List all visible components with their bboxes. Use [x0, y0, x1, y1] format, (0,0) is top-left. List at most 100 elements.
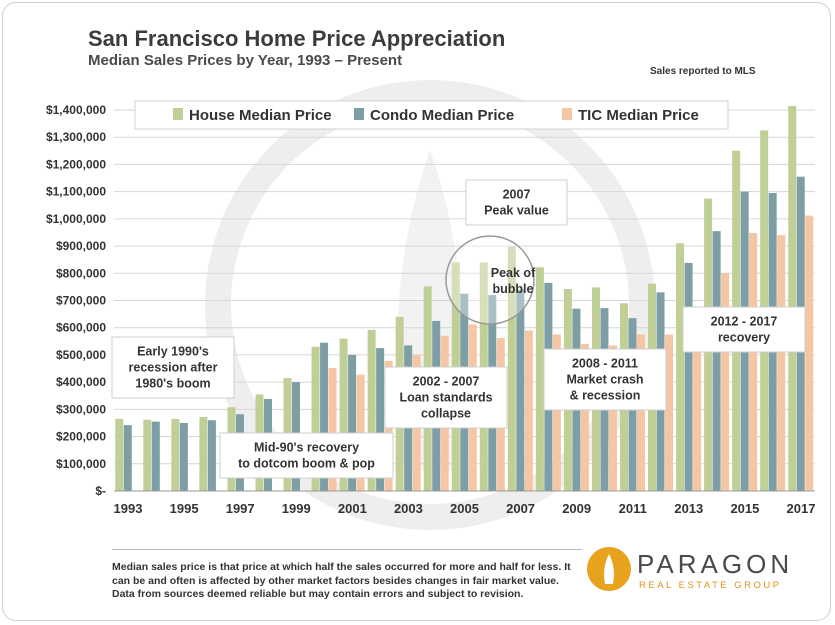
- annotation-text: 2008 - 2011: [572, 357, 638, 371]
- annotation-box: [219, 432, 394, 479]
- x-tick-label: 2005: [450, 501, 479, 516]
- x-tick-label: 1997: [226, 501, 255, 516]
- bar-house-median-price1994: [143, 419, 152, 491]
- logo-tagline: REAL ESTATE GROUP: [639, 580, 782, 591]
- bar-condo-median-price2002: [376, 348, 385, 491]
- annotation-text: 1980's boom: [135, 377, 210, 391]
- x-axis: 1993 1995 1997 1999 2001 2003 2005 2007 2009 2011…: [114, 490, 816, 516]
- x-tick-label: 2011: [619, 501, 647, 516]
- bar-house-median-price1995: [171, 418, 180, 491]
- annotation-text: & recession: [570, 389, 641, 403]
- annotation-bubble: Peak of bubble: [445, 235, 536, 325]
- bar-tic-median-price2016: [777, 235, 786, 491]
- bar-tic-median-price2009: [580, 344, 589, 491]
- bar-house-median-price2013: [676, 243, 685, 491]
- annotation-peak2007: 2007 Peak value: [465, 179, 568, 226]
- bar-condo-median-price1993: [123, 425, 132, 491]
- bar-tic-median-price2012: [665, 334, 674, 491]
- bar-condo-median-price1994: [151, 421, 160, 491]
- annotation-early90s: Early 1990's recession after 1980's boom: [111, 336, 235, 399]
- y-axis: $- $100,000 $200,000 $300,000 $400,000 $500,0…: [46, 103, 106, 498]
- annotation-box: [111, 336, 235, 399]
- annotation-text: Mid-90's recovery: [254, 441, 359, 455]
- legend-swatch: [354, 108, 364, 120]
- footer-divider: [112, 549, 582, 550]
- x-tick-label: 2017: [787, 501, 816, 516]
- x-tick-label: 2009: [562, 501, 591, 516]
- annotation-box: [682, 306, 806, 353]
- y-tick-label: $1,400,000: [46, 103, 106, 117]
- annotation-box: [465, 179, 568, 226]
- y-tick-label: $400,000: [56, 375, 106, 389]
- annotation-text: bubble: [493, 282, 534, 296]
- legend-label: House Median Price: [189, 107, 332, 124]
- annotation-loan: 2002 - 2007 Loan standards collapse: [384, 366, 508, 429]
- bar-tic-median-price2010: [608, 345, 617, 491]
- bar-house-median-price1996: [199, 416, 208, 491]
- y-tick-label: $700,000: [56, 294, 106, 308]
- annotation-mid90s: Mid-90's recovery to dotcom boom & pop: [219, 432, 394, 479]
- bar-tic-median-price2014: [721, 273, 730, 491]
- source-note: Sales reported to MLS: [650, 66, 756, 77]
- legend-label: Condo Median Price: [370, 107, 514, 124]
- x-tick-label: 2013: [674, 501, 703, 516]
- y-tick-label: $800,000: [56, 266, 106, 280]
- y-tick-label: $600,000: [56, 321, 106, 335]
- y-tick-label: $1,000,000: [46, 212, 106, 226]
- bar-tic-median-price2008: [552, 334, 561, 491]
- annotations: Early 1990's recession after 1980's boom Mi…: [111, 179, 806, 479]
- bar-tic-median-price2000: [328, 367, 337, 491]
- annotation-text: collapse: [421, 407, 471, 421]
- bar-condo-median-price2000: [320, 342, 329, 491]
- x-tick-label: 1993: [114, 501, 143, 516]
- bar-condo-median-price1995: [179, 422, 188, 491]
- legend-swatch: [562, 108, 572, 120]
- bar-condo-median-price2014: [712, 231, 721, 491]
- bar-tic-median-price2007: [524, 330, 533, 491]
- y-tick-label: $200,000: [56, 430, 106, 444]
- y-tick-label: $300,000: [56, 402, 106, 416]
- bar-house-median-price2001: [339, 338, 348, 491]
- annotation-box: [384, 366, 508, 429]
- y-tick-label: $-: [95, 484, 106, 498]
- chart-subtitle: Median Sales Prices by Year, 1993 – Pres…: [88, 52, 403, 69]
- annotation-text: recession after: [129, 361, 218, 375]
- annotation-recovery: 2012 - 2017 recovery: [682, 306, 806, 353]
- x-tick-label: 2015: [730, 501, 759, 516]
- y-tick-label: $1,100,000: [46, 185, 106, 199]
- bar-condo-median-price2001: [348, 354, 357, 491]
- bar-house-median-price2017: [788, 105, 797, 492]
- logo-name: PARAGON: [637, 549, 794, 579]
- x-tick-label: 2001: [338, 501, 367, 516]
- annotation-box: [543, 348, 667, 411]
- annotation-text: 2012 - 2017: [711, 315, 778, 329]
- x-tick-label: 1999: [282, 501, 311, 516]
- bar-tic-median-price2015: [749, 233, 758, 491]
- annotation-text: Peak value: [484, 204, 549, 218]
- watermark-ring: [205, 80, 655, 530]
- annotation-text: to dotcom boom & pop: [238, 457, 375, 471]
- bar-tic-median-price2017: [805, 215, 814, 491]
- bar-house-median-price2008: [535, 267, 544, 491]
- bar-condo-median-price2007: [516, 289, 525, 491]
- bar-condo-median-price1996: [207, 420, 216, 491]
- bar-tic-median-price2013: [693, 310, 702, 491]
- bar-house-median-price2007: [507, 246, 516, 491]
- legend-label: TIC Median Price: [578, 107, 699, 124]
- y-tick-label: $1,200,000: [46, 157, 106, 171]
- bar-tic-median-price2011: [636, 334, 645, 491]
- bar-house-median-price2002: [367, 329, 376, 491]
- annotation-text: 2002 - 2007: [413, 375, 480, 389]
- annotation-text: Market crash: [566, 373, 643, 387]
- bar-house-median-price1993: [115, 418, 124, 491]
- annotation-text: Peak of: [491, 266, 536, 280]
- y-tick-label: $500,000: [56, 348, 106, 362]
- legend: House Median Price Condo Median Price TIC …: [134, 100, 729, 130]
- y-tick-label: $1,300,000: [46, 130, 106, 144]
- disclaimer-text: Median sales price is that price at whic…: [112, 561, 571, 600]
- annotation-text: 2007: [503, 188, 531, 202]
- y-tick-label: $100,000: [56, 457, 106, 471]
- x-tick-label: 2007: [506, 501, 535, 516]
- chart-title: San Francisco Home Price Appreciation: [88, 26, 506, 51]
